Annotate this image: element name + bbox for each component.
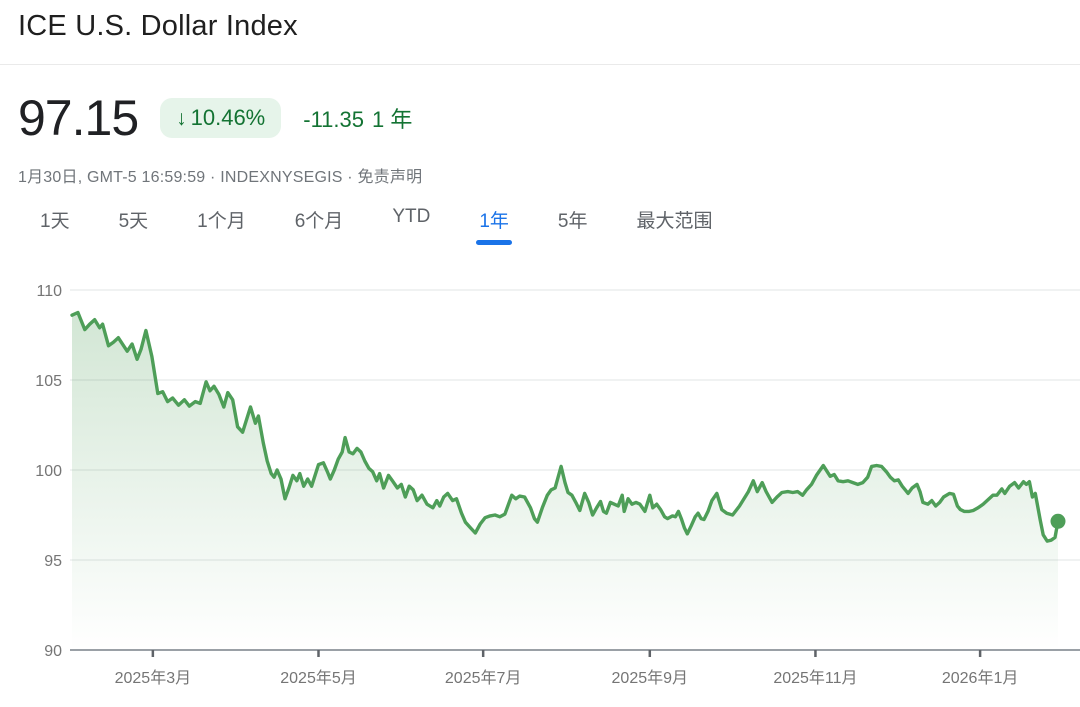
tab-ytd[interactable]: YTD xyxy=(392,206,431,227)
quote-summary: 97.15 ↓ 10.46% -11.35 1 年 xyxy=(18,92,412,145)
change-percent-value: 10.46% xyxy=(190,105,266,131)
current-price: 97.15 xyxy=(18,90,139,146)
price-chart[interactable]: 110 105 100 95 90 2025年3月 2025年5月 2025年7月 2025年9… xyxy=(0,260,1080,707)
tab-max[interactable]: 最大范围 xyxy=(636,211,713,232)
change-value: -11.35 xyxy=(303,107,364,133)
tab-5y[interactable]: 5年 xyxy=(557,211,588,232)
svg-text:2025年9月: 2025年9月 xyxy=(612,669,689,687)
svg-text:100: 100 xyxy=(35,463,62,480)
svg-text:2025年5月: 2025年5月 xyxy=(280,669,357,687)
svg-text:110: 110 xyxy=(36,283,62,300)
svg-text:105: 105 xyxy=(35,373,62,390)
price-chart-svg: 110 105 100 95 90 2025年3月 2025年5月 2025年7月 2025年9… xyxy=(35,283,1080,687)
arrow-down-icon: ↓ xyxy=(176,106,187,130)
svg-text:2025年11月: 2025年11月 xyxy=(773,669,857,687)
svg-text:2025年7月: 2025年7月 xyxy=(445,669,522,687)
tab-6m[interactable]: 6个月 xyxy=(294,211,344,232)
tab-5d[interactable]: 5天 xyxy=(118,211,149,232)
change-percent-badge: ↓ 10.46% xyxy=(160,98,282,139)
tab-1m[interactable]: 1个月 xyxy=(197,211,246,232)
tab-1y[interactable]: 1年 xyxy=(476,206,512,245)
svg-text:2026年1月: 2026年1月 xyxy=(942,669,1019,687)
disclaimer-link[interactable]: 免责声明 xyxy=(357,169,423,186)
change-period: 1 年 xyxy=(372,107,413,133)
quote-meta-line: 1月30日, GMT-5 16:59:59 · INDEXNYSEGIS · 免… xyxy=(18,163,422,187)
header-divider xyxy=(0,64,1080,65)
svg-text:90: 90 xyxy=(44,643,62,660)
change-absolute: -11.35 1 年 xyxy=(303,102,412,134)
tab-1d[interactable]: 1天 xyxy=(40,211,70,232)
svg-text:95: 95 xyxy=(44,553,62,570)
time-range-tabs: 1天 5天 1个月 6个月 YTD 1年 5年 最大范围 xyxy=(40,206,712,245)
quote-timestamp-exchange: 1月30日, GMT-5 16:59:59 · INDEXNYSEGIS · xyxy=(18,169,358,186)
svg-text:2025年3月: 2025年3月 xyxy=(115,669,192,687)
page-title: ICE U.S. Dollar Index xyxy=(18,10,298,42)
